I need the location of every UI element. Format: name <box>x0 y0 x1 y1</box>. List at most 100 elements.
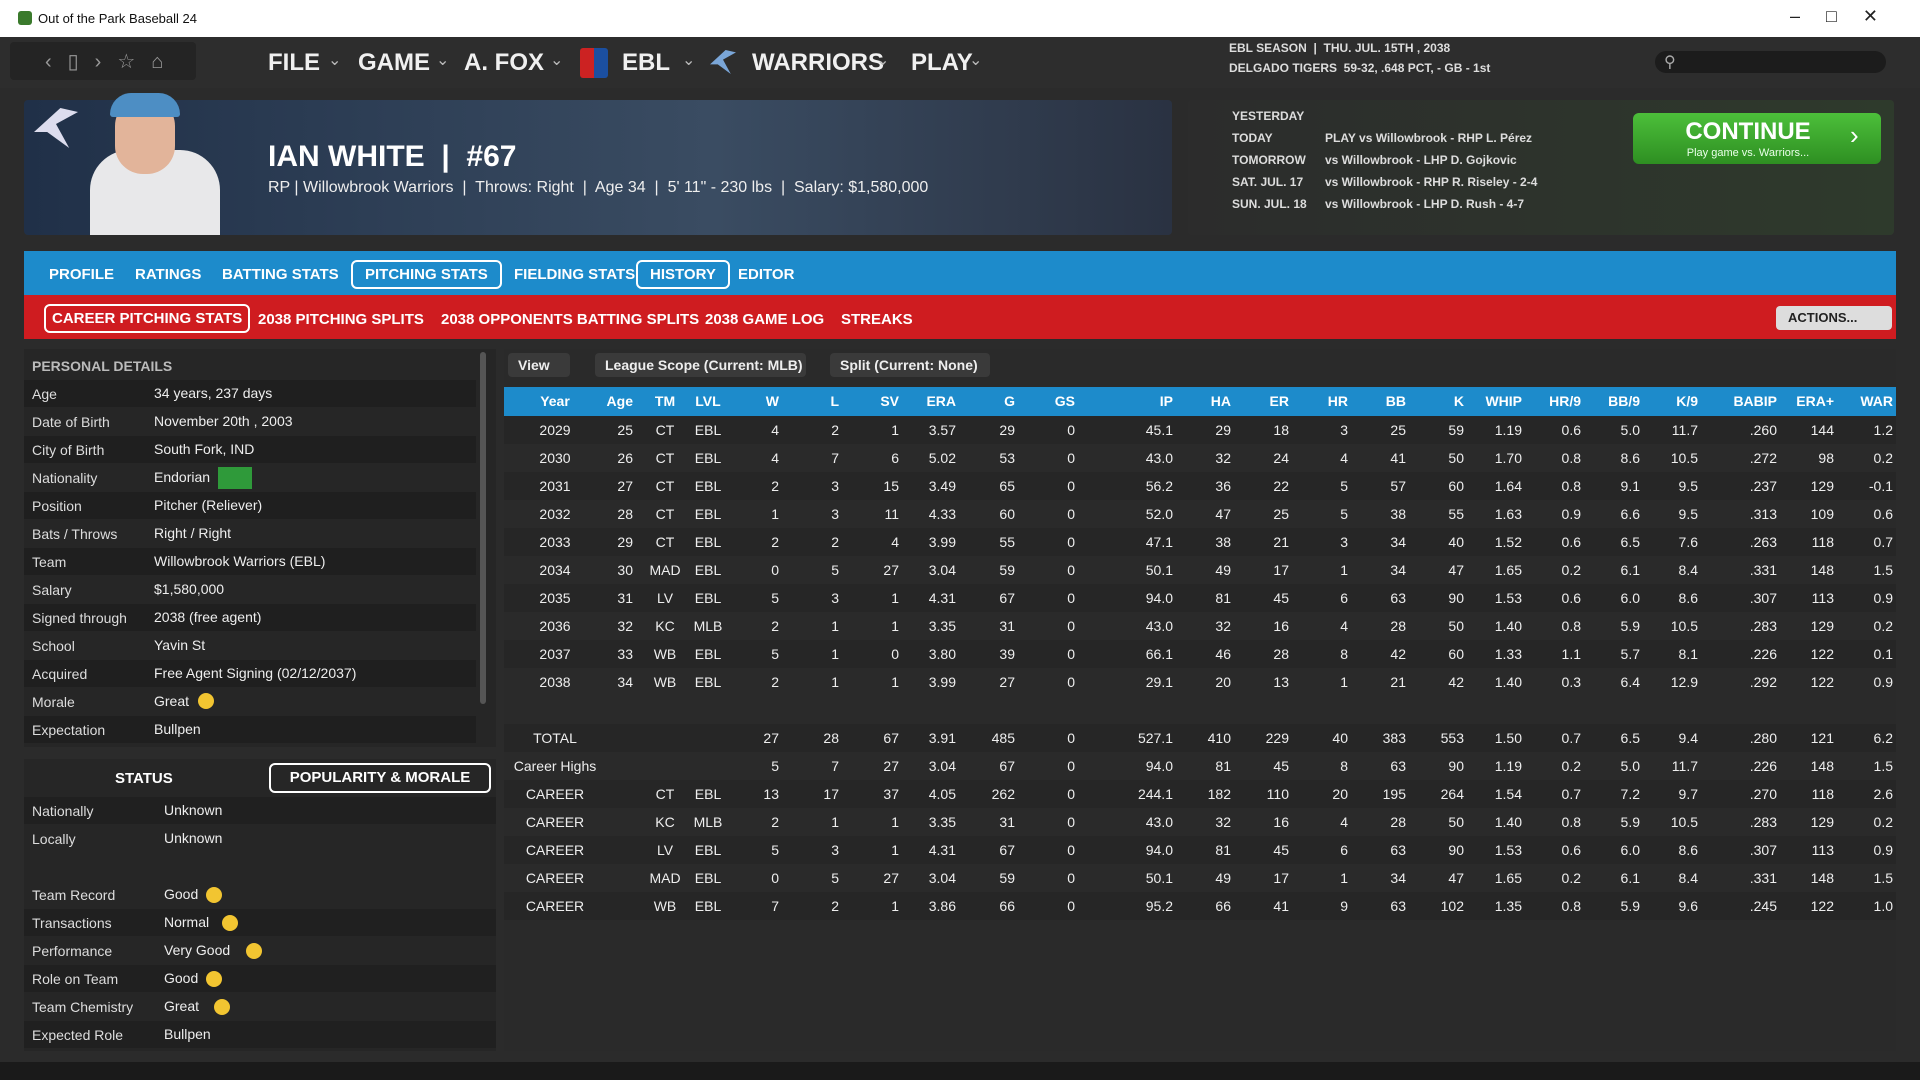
detail-value: Endorian <box>154 469 211 485</box>
table-cell: 5.9 <box>1620 898 1640 914</box>
continue-button[interactable] <box>1633 113 1881 164</box>
search-box[interactable] <box>1655 51 1886 73</box>
subtab[interactable]: 2038 OPPONENTS BATTING SPLITS <box>441 311 700 328</box>
actions-button[interactable]: ACTIONS... <box>1776 306 1892 330</box>
table-cell: 81 <box>1215 590 1231 606</box>
continue-subtitle[interactable]: Play game vs. Warriors... <box>1686 147 1810 159</box>
table-cell: 5.0 <box>1620 422 1640 438</box>
table-cell: CAREER <box>525 842 585 858</box>
tab[interactable]: RATINGS <box>135 266 202 283</box>
table-cell: 410 <box>1207 730 1231 746</box>
table-cell: 0.6 <box>1873 506 1893 522</box>
search-icon[interactable]: ⚲ <box>1664 54 1676 71</box>
table-cell: 6 <box>1340 842 1348 858</box>
subtab-bar <box>24 295 1896 339</box>
table-cell: 1.35 <box>1494 898 1522 914</box>
table-cell: 26 <box>617 450 633 466</box>
table-cell: .331 <box>1749 562 1777 578</box>
nav-menu[interactable]: EBL <box>622 49 670 76</box>
table-cell: 22 <box>1273 478 1289 494</box>
table-cell: 47 <box>1448 562 1464 578</box>
filter-dropdown[interactable]: Split (Current: None) <box>830 353 990 377</box>
nav-menu[interactable]: PLAY <box>911 49 973 76</box>
window-controls[interactable]: –□✕ <box>1790 6 1904 26</box>
table-cell: 0.8 <box>1561 814 1581 830</box>
table-cell: 6.6 <box>1620 506 1640 522</box>
table-cell: 2038 <box>539 674 571 690</box>
table-cell: 6.1 <box>1620 562 1640 578</box>
table-cell: 8.6 <box>1678 842 1698 858</box>
table-cell: 0 <box>1067 842 1075 858</box>
subtab[interactable]: 2038 GAME LOG <box>705 311 825 328</box>
table-cell: CT <box>655 786 675 802</box>
table-cell: 1 <box>831 674 839 690</box>
tab[interactable]: FIELDING STATS <box>514 266 636 283</box>
nav-menu[interactable]: WARRIORS <box>752 49 884 76</box>
continue-arrow[interactable]: › <box>1850 120 1859 150</box>
scrollbar[interactable] <box>480 352 486 704</box>
tab[interactable]: BATTING STATS <box>222 266 339 283</box>
filter-dropdown[interactable]: View <box>508 353 570 377</box>
menu-caret[interactable]: ⌄ <box>969 52 983 69</box>
column-header: BB <box>1385 393 1406 409</box>
table-cell: 9.1 <box>1620 478 1640 494</box>
tab[interactable]: PROFILE <box>49 266 115 283</box>
nav-icons[interactable]: ‹▯›☆⌂ <box>45 51 180 73</box>
subtab[interactable]: CAREER PITCHING STATS <box>44 304 251 333</box>
subtab[interactable]: 2038 PITCHING SPLITS <box>258 311 424 328</box>
table-cell: 1.65 <box>1494 562 1522 578</box>
nav-menu[interactable]: FILE <box>268 49 320 76</box>
table-cell: 6.5 <box>1620 730 1640 746</box>
continue-label[interactable]: CONTINUE <box>1685 118 1811 145</box>
subtab[interactable]: STREAKS <box>841 311 913 328</box>
row-stripe <box>24 909 496 936</box>
table-cell: 0.8 <box>1561 478 1581 494</box>
menu-caret[interactable]: ⌄ <box>682 52 696 69</box>
tab[interactable]: PITCHING STATS <box>351 260 502 289</box>
table-cell: 2030 <box>539 450 571 466</box>
status-tab[interactable]: POPULARITY & MORALE <box>269 763 491 793</box>
nav-menu[interactable]: A. FOX <box>464 49 545 76</box>
detail-value: Free Agent Signing (02/12/2037) <box>154 665 357 681</box>
table-cell: 0 <box>1067 730 1075 746</box>
column-header: TM <box>654 393 676 409</box>
status-tab[interactable]: STATUS <box>115 770 173 787</box>
table-cell: 9.4 <box>1678 730 1698 746</box>
row-stripe <box>24 716 476 743</box>
table-cell: 121 <box>1810 730 1834 746</box>
table-cell: 0.8 <box>1561 898 1581 914</box>
column-header: Year <box>540 393 570 409</box>
table-cell: 31 <box>617 590 633 606</box>
table-cell: 31 <box>999 618 1015 634</box>
menu-caret[interactable]: ⌄ <box>550 52 564 69</box>
table-cell: 1.5 <box>1873 758 1893 774</box>
status-value: Unknown <box>164 830 223 846</box>
table-cell: 3.86 <box>928 898 956 914</box>
tab[interactable]: HISTORY <box>636 260 730 289</box>
table-cell: 10.5 <box>1670 450 1698 466</box>
table-cell: 3.49 <box>928 478 956 494</box>
table-cell: 4 <box>1340 618 1348 634</box>
table-cell: MLB <box>693 814 723 830</box>
table-cell: CT <box>655 478 675 494</box>
menu-caret[interactable]: ⌄ <box>436 52 450 69</box>
table-cell: 0.7 <box>1561 730 1581 746</box>
table-cell: 28 <box>823 730 839 746</box>
menu-caret[interactable]: ⌄ <box>876 52 890 69</box>
table-cell: 3.04 <box>928 562 956 578</box>
table-cell: 5 <box>771 646 779 662</box>
column-header: W <box>765 393 779 409</box>
table-cell: 0 <box>1067 590 1075 606</box>
nav-menu[interactable]: GAME <box>358 49 430 76</box>
table-cell: 7.2 <box>1620 786 1640 802</box>
filter-dropdown[interactable]: League Scope (Current: MLB) <box>595 353 806 377</box>
menu-caret[interactable]: ⌄ <box>328 52 342 69</box>
row-stripe <box>24 548 476 575</box>
table-cell: 42 <box>1390 646 1406 662</box>
table-cell: 129 <box>1810 618 1834 634</box>
table-cell: 129 <box>1810 814 1834 830</box>
nav-buttons[interactable] <box>10 42 196 80</box>
tab[interactable]: EDITOR <box>738 266 795 283</box>
table-cell: 42 <box>1448 674 1464 690</box>
table-cell: EBL <box>694 646 722 662</box>
